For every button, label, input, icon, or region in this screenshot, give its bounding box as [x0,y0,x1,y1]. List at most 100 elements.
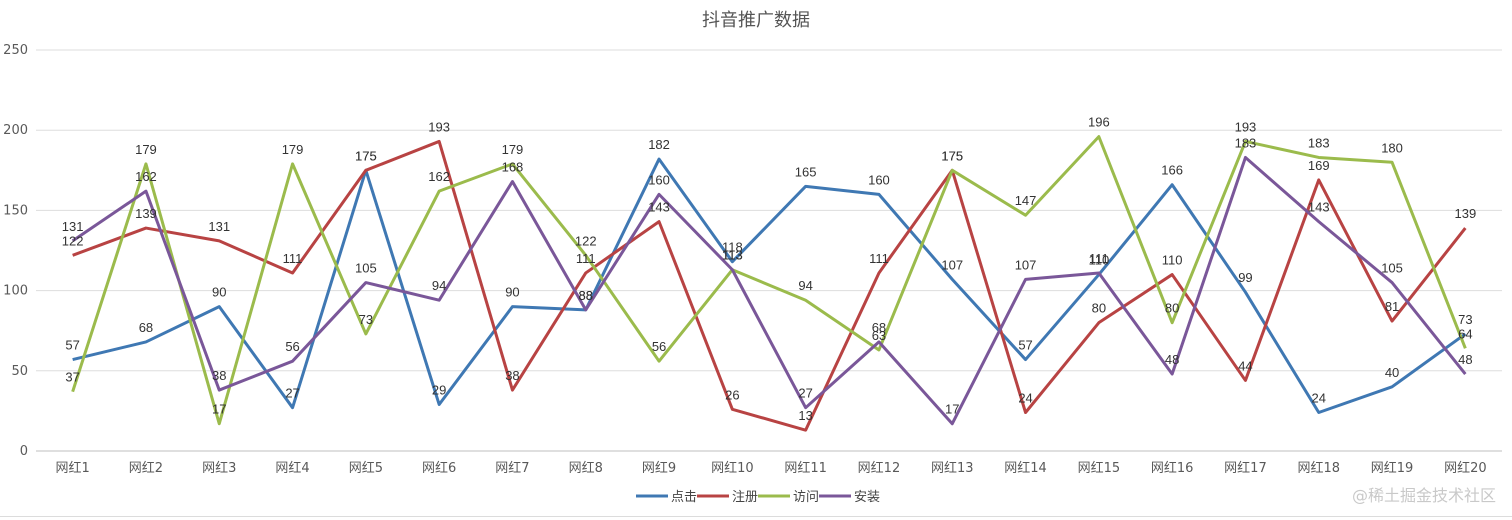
data-label: 193 [1235,119,1257,134]
y-tick-label: 200 [3,123,28,138]
data-label: 81 [1385,299,1399,314]
data-label: 107 [941,257,963,272]
data-label: 37 [65,370,79,385]
data-label: 27 [285,386,299,401]
data-label: 48 [1458,352,1472,367]
x-tick-label: 网红5 [349,460,383,476]
x-tick-label: 网红4 [275,460,309,476]
data-label: 183 [1308,135,1330,150]
data-label: 175 [941,148,963,163]
data-label: 80 [1165,301,1179,316]
y-tick-label: 150 [3,203,28,218]
data-label: 94 [432,278,446,293]
x-tick-label: 网红19 [1371,460,1414,476]
data-label: 105 [355,261,377,276]
y-tick-label: 50 [11,364,28,379]
x-tick-label: 网红16 [1151,460,1194,476]
data-label: 68 [872,320,886,335]
data-label: 110 [1088,253,1109,268]
series-line-3 [71,135,1467,426]
x-tick-label: 网红9 [642,460,676,476]
x-tick-label: 网红8 [569,460,603,476]
legend-label: 安装 [854,490,880,505]
y-axis-ticks: 0 50 100 150 200 250 [3,43,28,459]
y-tick-label: 0 [20,444,28,459]
data-label: 17 [945,402,959,417]
x-tick-label: 网红1 [56,460,90,476]
data-label: 113 [722,248,743,263]
x-axis-ticks: 网红1 网红2 网红3 网红4 网红5 网红6 网红7 网红8 网红9 网红10 网红11 网红12 网… [56,460,1487,476]
x-tick-label: 网红18 [1297,460,1340,476]
series-lines [71,135,1467,432]
x-tick-label: 网红3 [202,460,236,476]
data-label: 113 [722,248,743,263]
x-tick-label: 网红17 [1224,460,1267,476]
data-label: 68 [139,320,153,335]
series-line-2 [72,139,1467,432]
data-label: 17 [212,402,226,417]
x-tick-label: 网红7 [495,460,529,476]
data-label: 13 [798,408,812,423]
data-label: 57 [1018,338,1032,353]
data-label: 175 [355,148,377,163]
data-label: 139 [135,206,157,221]
chart-title: 抖音推广数据 [702,10,810,31]
x-tick-label: 网红13 [931,460,974,476]
data-label: 179 [135,142,157,157]
data-label: 99 [1238,270,1252,285]
data-label: 180 [1381,140,1403,155]
data-label: 80 [1092,301,1106,316]
data-label: 165 [795,164,817,179]
data-label: 111 [869,251,889,266]
data-label: 193 [428,119,450,134]
data-label: 73 [359,312,373,327]
gridlines [36,49,1502,452]
legend-label: 点击 [671,490,697,505]
x-tick-label: 网红15 [1078,460,1121,476]
data-label: 105 [1381,261,1403,276]
data-label: 118 [722,240,743,255]
x-tick-label: 网红6 [422,460,456,476]
data-label: 63 [872,328,886,343]
data-label: 175 [355,148,377,163]
data-label: 162 [135,169,157,184]
data-label: 24 [1018,391,1032,406]
data-label: 183 [1235,135,1257,150]
data-label: 131 [208,219,230,234]
watermark: @稀土掘金技术社区 [1351,486,1496,505]
data-label: 166 [1161,163,1183,178]
data-label: 57 [65,338,79,353]
x-tick-label: 网红20 [1444,460,1487,476]
data-label: 38 [212,368,226,383]
data-label: 48 [1165,352,1179,367]
data-label: 122 [575,233,597,248]
data-label: 56 [285,339,299,354]
data-label: 160 [868,172,890,187]
data-label: 29 [432,382,446,397]
data-label: 88 [579,288,593,303]
data-label: 94 [798,278,812,293]
series-line-4 [71,155,1467,426]
y-tick-label: 250 [3,43,28,58]
data-label: 24 [1312,391,1326,406]
data-label: 88 [579,288,593,303]
data-label: 131 [62,219,84,234]
data-label: 175 [941,148,963,163]
legend-label: 注册 [732,490,758,505]
data-label: 73 [1458,312,1472,327]
data-label: 64 [1458,326,1472,341]
data-label: 122 [62,233,84,248]
data-label: 90 [505,285,519,300]
legend: 点击 注册 访问 安装 [636,490,880,505]
data-label: 40 [1385,365,1399,380]
data-label: 90 [212,285,226,300]
data-labels: 57 68 90 27 175 29 90 88 182 118 165 160 107 57 110 166… [62,115,1476,424]
data-label: 111 [576,251,596,266]
data-label: 179 [282,142,304,157]
data-label: 139 [1454,206,1476,221]
data-label: 27 [798,386,812,401]
data-label: 162 [428,169,450,184]
data-label: 179 [502,142,524,157]
series-line-1 [72,157,1467,415]
